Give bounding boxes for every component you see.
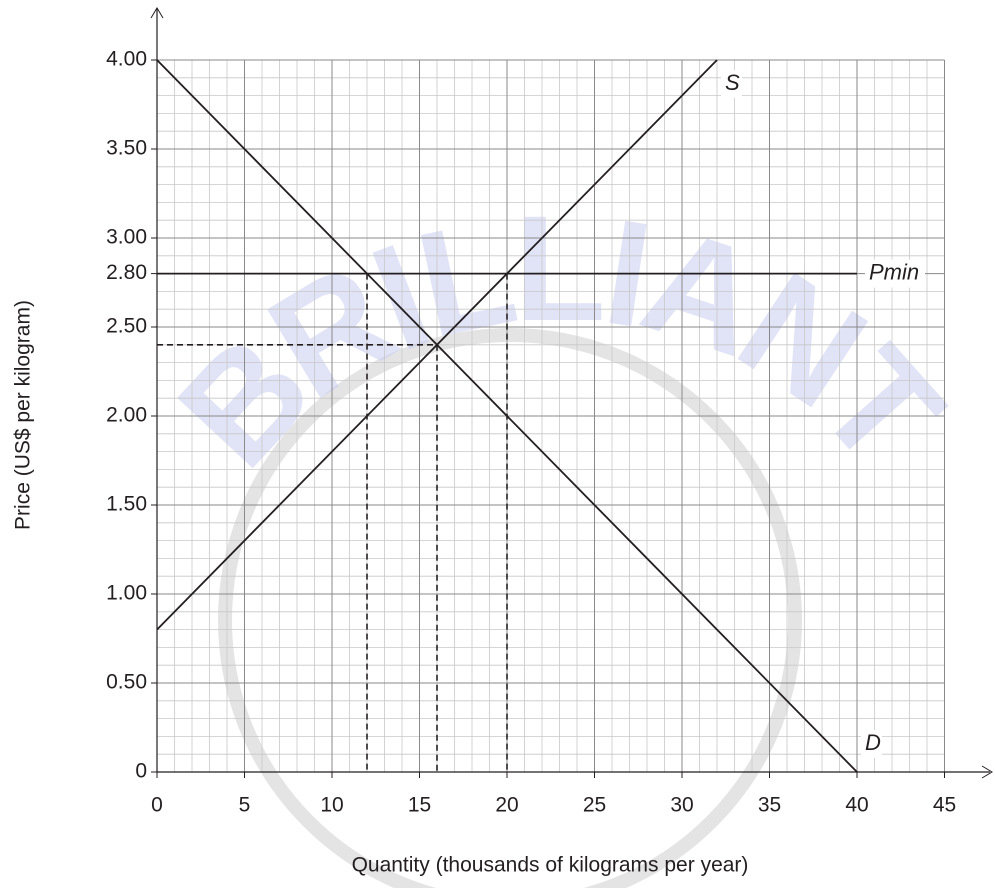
label-bg bbox=[865, 259, 925, 288]
series-line bbox=[156, 59, 858, 773]
series-label: S bbox=[725, 70, 740, 95]
x-tick-label: 30 bbox=[670, 794, 693, 817]
y-tick-label: 0.50 bbox=[106, 671, 147, 694]
y-tick-label: 3.50 bbox=[106, 137, 147, 160]
y-axis-arrow bbox=[150, 7, 164, 19]
x-tick-label: 35 bbox=[758, 794, 781, 817]
y-tick-label: 4.00 bbox=[106, 48, 147, 71]
y-tick-label: 2.00 bbox=[106, 404, 147, 427]
label-bg bbox=[861, 730, 882, 758]
series-label: Pmin bbox=[869, 259, 919, 284]
label-bg bbox=[721, 70, 742, 98]
x-tick-label: 40 bbox=[845, 794, 868, 817]
y-tick-label: 3.00 bbox=[106, 226, 147, 249]
x-tick-label: 10 bbox=[320, 794, 343, 817]
series-label: D bbox=[865, 730, 881, 755]
x-tick-label: 5 bbox=[239, 794, 251, 817]
background: BRILLIANT bbox=[146, 184, 975, 888]
y-tick-label: 2.50 bbox=[106, 315, 147, 338]
x-axis-arrow bbox=[981, 765, 993, 779]
x-tick-label: 0 bbox=[151, 794, 163, 817]
y-tick-label: 1.00 bbox=[106, 582, 147, 605]
plot: 0 5 10 15 20 25 30 35 40 45 0 0.50 1.00 1.50 2.00 2.50 2… bbox=[106, 7, 993, 817]
grid bbox=[156, 59, 945, 773]
watermark-text: BRILLIANT bbox=[146, 184, 974, 497]
y-tick-label: 2.80 bbox=[106, 261, 147, 284]
x-axis-label: Quantity (thousands of kilograms per yea… bbox=[352, 854, 749, 877]
x-tick-label: 45 bbox=[933, 794, 956, 817]
y-tick-label: 0 bbox=[135, 760, 147, 783]
watermark: BRILLIANT bbox=[146, 184, 974, 497]
x-tick-label: 15 bbox=[408, 794, 431, 817]
x-tick-label: 20 bbox=[495, 794, 518, 817]
y-tick-label: 1.50 bbox=[106, 493, 147, 516]
x-tick-label: 25 bbox=[583, 794, 606, 817]
y-axis-label: Price (US$ per kilogram) bbox=[12, 300, 35, 530]
